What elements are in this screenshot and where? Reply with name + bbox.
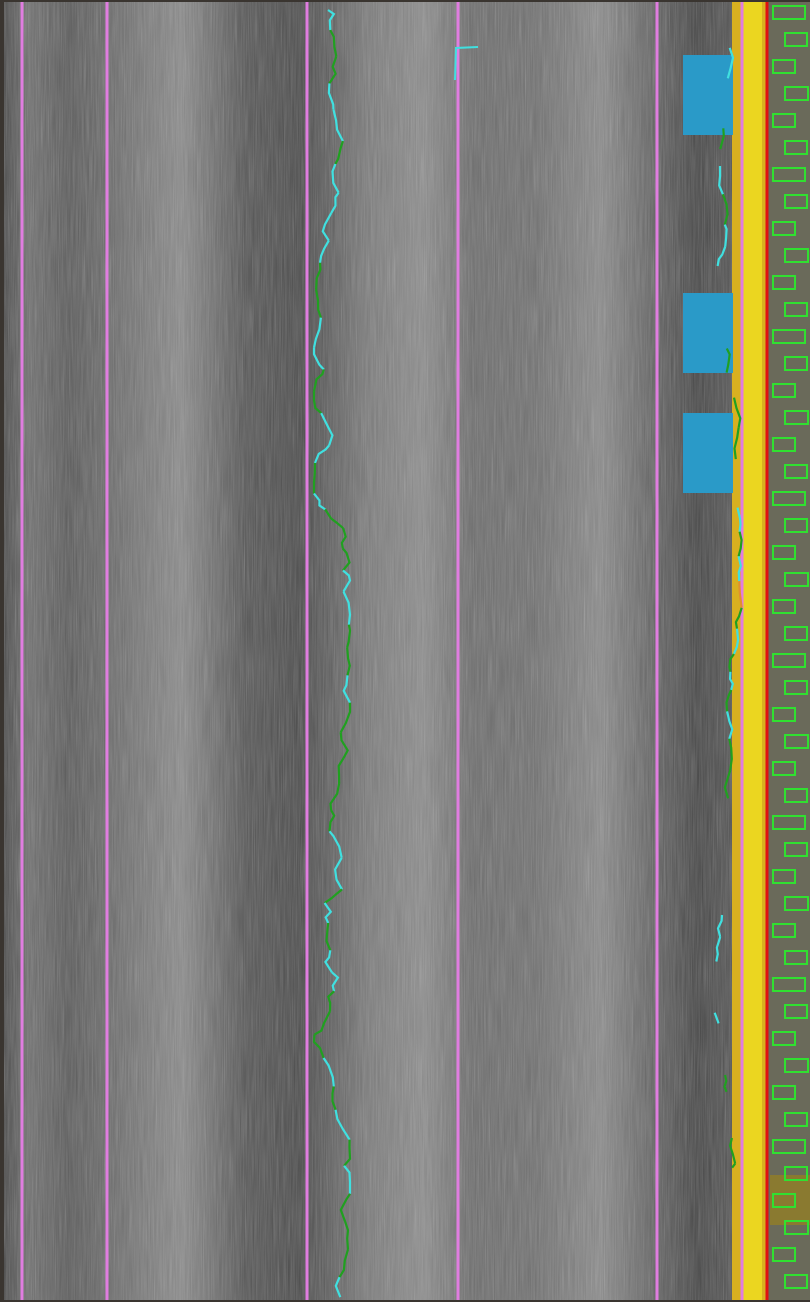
road-texture — [4, 2, 810, 1300]
patch-marker — [683, 55, 733, 135]
patch-marker — [683, 293, 733, 373]
edge-marking-core — [742, 2, 762, 1300]
crack-segment — [314, 463, 315, 494]
pavement-image — [0, 0, 810, 1302]
crack-segment — [725, 1075, 727, 1092]
shoulder-patch — [770, 1175, 810, 1225]
page: (() => { const ns = 'http://www.w3.org/2… — [0, 0, 810, 1302]
patch-marker — [683, 413, 733, 493]
shoulder — [768, 2, 810, 1300]
